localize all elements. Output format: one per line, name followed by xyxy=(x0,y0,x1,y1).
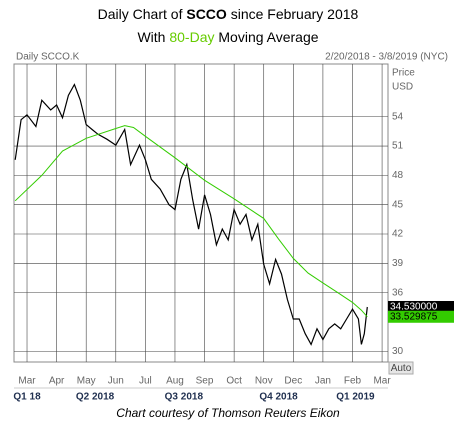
price-line xyxy=(14,83,368,346)
y-tick-label: 48 xyxy=(392,170,404,181)
last-value-label: 33.529875 xyxy=(390,311,438,322)
chart-subtitle: With 80-Day Moving Average xyxy=(137,29,318,45)
title-part: Daily Chart of xyxy=(98,6,183,22)
chart-title: Daily Chart of SCCO since February 2018 xyxy=(98,6,359,22)
auto-button[interactable] xyxy=(388,361,414,375)
x-tick-label: Jun xyxy=(108,376,124,387)
credit: Chart courtesy of Thomson Reuters Eikon xyxy=(116,406,340,420)
instrument: Daily SCCO.K xyxy=(16,52,80,63)
x-tick-label: Feb xyxy=(344,376,362,387)
x-tick-label: Oct xyxy=(226,376,242,387)
x-tick-label: Sep xyxy=(196,376,214,387)
quarter-label: Q1 2019 xyxy=(336,392,375,403)
x-tick-label: May xyxy=(77,376,96,387)
y-tick-label: 36 xyxy=(392,287,404,298)
x-tick-label: Apr xyxy=(49,376,65,387)
title-part: SCCO xyxy=(186,6,227,22)
date-range: 2/20/2018 - 3/8/2019 (NYC) xyxy=(325,52,448,63)
y-tick-label: 45 xyxy=(392,199,404,210)
title-part: since February 2018 xyxy=(231,6,359,22)
subtitle-part: 80-Day xyxy=(169,29,214,45)
x-tick-label: Jul xyxy=(139,376,152,387)
subtitle-part: With xyxy=(137,29,165,45)
x-tick-label: Jan xyxy=(315,376,331,387)
x-tick-label: Aug xyxy=(166,376,184,387)
x-tick-label: Nov xyxy=(255,376,273,387)
quarter-label: Q2 2018 xyxy=(76,392,115,403)
price-line xyxy=(14,125,368,318)
y-tick-label: 54 xyxy=(392,111,404,122)
last-value-box xyxy=(388,310,454,323)
last-value-box xyxy=(388,300,454,313)
last-value-label: 34.530000 xyxy=(390,302,438,313)
x-tick-label: Mar xyxy=(373,376,391,387)
quarter-label: Q4 2018 xyxy=(259,392,298,403)
plot-frame xyxy=(13,63,389,363)
y-tick-label: 30 xyxy=(392,346,404,357)
x-tick-label: Dec xyxy=(284,376,302,387)
subtitle-part: Moving Average xyxy=(218,29,318,45)
auto-button-label[interactable]: Auto xyxy=(391,363,412,374)
x-tick-label: Mar xyxy=(18,376,36,387)
y-axis-label: Price xyxy=(392,68,415,79)
y-tick-label: 39 xyxy=(392,258,404,269)
quarter-label: Q1 18 xyxy=(13,392,41,403)
y-axis-label: USD xyxy=(392,82,413,93)
quarter-label: Q3 2018 xyxy=(165,392,204,403)
y-tick-label: 42 xyxy=(392,229,404,240)
y-tick-label: 51 xyxy=(392,141,404,152)
